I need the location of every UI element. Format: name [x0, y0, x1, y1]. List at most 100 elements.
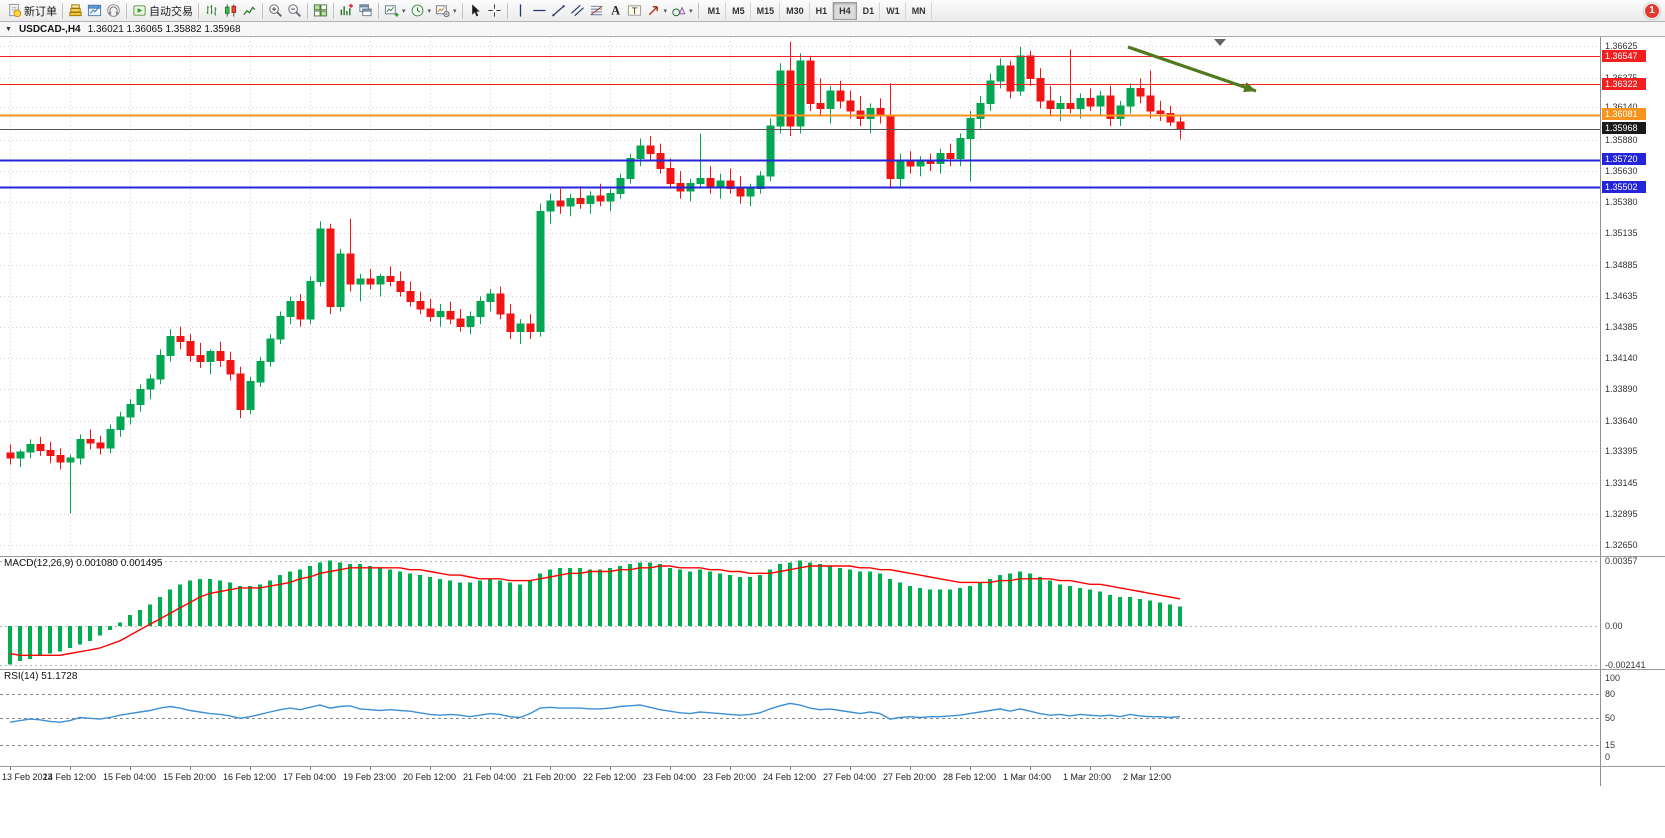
price-axis-label: 1.33640: [1605, 415, 1638, 426]
text-label-button[interactable]: T: [625, 1, 644, 20]
new-order-icon: [7, 3, 22, 18]
price-axis-label: 1.36625: [1605, 41, 1638, 52]
new-order-button[interactable]: 新订单: [5, 1, 59, 20]
template-dropdown[interactable]: ▾: [433, 1, 459, 20]
toolbar-separator: [461, 2, 463, 19]
time-axis-tick: [70, 766, 71, 770]
market-watch-button[interactable]: [66, 1, 85, 20]
hline-icon: [532, 3, 547, 18]
timeframe-mn[interactable]: MN: [906, 1, 932, 20]
main-chart-canvas[interactable]: [0, 37, 1600, 556]
text-button[interactable]: A: [606, 1, 625, 20]
rsi-axis-label: 80: [1605, 689, 1616, 700]
rsi-axis-label: 0: [1605, 751, 1611, 762]
main-toolbar: 新订单 自动交易 ▾ ▾ ▾ A T ▾ ▾ M1 M5 M15 M30 H1 H4 D1 W1 MN 1: [0, 0, 1665, 22]
time-axis-tick: [790, 766, 791, 770]
rsi-axis-label: 50: [1605, 712, 1616, 723]
toolbar-separator: [697, 2, 699, 19]
candles-icon: [223, 3, 238, 18]
timeframe-w1[interactable]: W1: [880, 1, 906, 20]
text-icon: A: [608, 3, 623, 18]
time-axis-label: 21 Feb 20:00: [523, 772, 577, 782]
trendline-icon: [551, 3, 566, 18]
time-axis-label: 27 Feb 04:00: [823, 772, 877, 782]
zoom-out-button[interactable]: [285, 1, 304, 20]
timeframe-h1[interactable]: H1: [810, 1, 834, 20]
shapes-icon: [671, 3, 686, 18]
price-line-badge: 1.36081: [1602, 108, 1646, 121]
time-axis-label: 20 Feb 12:00: [403, 772, 457, 782]
autotrading-button-label: 自动交易: [149, 5, 193, 18]
price-axis-label: 1.32895: [1605, 509, 1638, 519]
line-chart-button[interactable]: [240, 1, 259, 20]
timeframe-m5[interactable]: M5: [726, 1, 751, 20]
price-axis-label: 1.34635: [1605, 290, 1638, 301]
timeframe-h4[interactable]: H4: [833, 1, 857, 20]
tile-windows-button[interactable]: [311, 1, 330, 20]
toolbar-separator: [307, 2, 308, 19]
bars-icon: [204, 3, 219, 18]
chevron-down-icon: ▾: [663, 7, 668, 15]
crosshair-icon: [487, 3, 502, 18]
time-axis-label: 1 Mar 04:00: [1003, 772, 1052, 782]
macd-canvas[interactable]: [0, 556, 1600, 669]
rsi-canvas[interactable]: [0, 669, 1600, 766]
timeframe-d1[interactable]: D1: [857, 1, 881, 20]
symbol-period: USDCAD-,H4: [18, 23, 81, 35]
time-axis-label: 22 Feb 12:00: [583, 772, 637, 782]
crosshair-button[interactable]: [485, 1, 504, 20]
time-axis-tick: [670, 766, 671, 770]
cursor-button[interactable]: [466, 1, 485, 20]
market-watch-icon: [68, 3, 83, 18]
rsi-axis-label: 100: [1605, 673, 1621, 684]
chevron-down-icon: ▼: [5, 25, 12, 33]
period-dropdown[interactable]: ▾: [408, 1, 434, 20]
time-axis[interactable]: 13 Feb 2023 14 Feb 12:00 15 Feb 04:00 15 Fe…: [0, 766, 1600, 786]
timeframe-m30[interactable]: M30: [780, 1, 810, 20]
data-window-icon: [87, 3, 102, 18]
price-axis-label: 1.34385: [1605, 322, 1638, 333]
time-axis-label: 23 Feb 04:00: [643, 772, 697, 782]
macd-panel-separator[interactable]: [0, 556, 1665, 557]
time-axis-tick: [10, 766, 11, 770]
navigator-button[interactable]: [104, 1, 123, 20]
data-window-button[interactable]: [85, 1, 104, 20]
toolbar-separator: [62, 2, 63, 19]
indicators-button[interactable]: [337, 1, 356, 20]
cascade-windows-button[interactable]: [356, 1, 375, 20]
autotrading-button[interactable]: 自动交易: [130, 1, 195, 20]
time-axis-label: 19 Feb 23:00: [343, 772, 397, 782]
rsi-name: RSI(14): [4, 671, 39, 682]
vertical-line-button[interactable]: [511, 1, 530, 20]
shapes-dropdown[interactable]: ▾: [669, 1, 695, 20]
time-axis-label: 21 Feb 04:00: [463, 772, 517, 782]
time-axis-label: 23 Feb 20:00: [703, 772, 757, 782]
time-axis-tick: [850, 766, 851, 770]
equidistant-channel-button[interactable]: [568, 1, 587, 20]
timeframe-m15[interactable]: M15: [751, 1, 781, 20]
macd-axis-label: 0.00: [1605, 621, 1623, 632]
rsi-value: 51.1728: [41, 671, 78, 682]
zoom-in-button[interactable]: [266, 1, 285, 20]
autotrade-icon: [132, 3, 147, 18]
trendline-button[interactable]: [549, 1, 568, 20]
rsi-panel-separator[interactable]: [0, 669, 1665, 670]
arrows-dropdown[interactable]: ▾: [644, 1, 670, 20]
time-axis-label: 24 Feb 12:00: [763, 772, 817, 782]
bar-chart-button[interactable]: [202, 1, 221, 20]
price-axis-label: 1.33890: [1605, 384, 1638, 395]
price-axis[interactable]: 1.36625 1.36375 1.36140 1.35880 1.35630 1.353…: [1600, 37, 1665, 786]
time-axis-tick: [1030, 766, 1031, 770]
time-axis-tick: [490, 766, 491, 770]
chart-info-bar: ▼ USDCAD-,H4 1.36021 1.36065 1.35882 1.3…: [0, 22, 1665, 37]
price-axis-label: 1.35135: [1605, 228, 1638, 239]
horizontal-line-button[interactable]: [530, 1, 549, 20]
fibonacci-button[interactable]: [587, 1, 606, 20]
price-axis-label: 1.35630: [1605, 166, 1638, 177]
new-chart-dropdown[interactable]: ▾: [382, 1, 408, 20]
time-axis-label: 14 Feb 12:00: [43, 772, 97, 782]
notification-badge[interactable]: 1: [1644, 2, 1660, 19]
candlestick-chart-button[interactable]: [221, 1, 240, 20]
time-axis-label: 13 Feb 2023: [2, 772, 53, 782]
timeframe-m1[interactable]: M1: [702, 1, 727, 20]
